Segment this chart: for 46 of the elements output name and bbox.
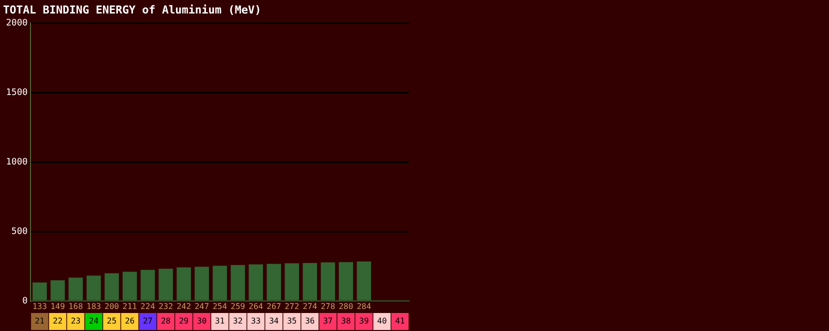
x-tick-label: 23	[70, 316, 81, 326]
data-label: 149	[50, 302, 66, 312]
data-label: 211	[122, 302, 138, 312]
data-label: 254	[212, 302, 228, 312]
data-label: 284	[356, 302, 372, 312]
x-tick-label: 25	[106, 316, 117, 326]
chart-title: TOTAL BINDING ENERGY of Aluminium (MeV)	[3, 3, 262, 16]
x-tick-label: 31	[215, 316, 225, 326]
data-label: 274	[302, 302, 318, 312]
x-tick-label: 38	[341, 316, 351, 326]
x-tick-label: 28	[160, 316, 171, 326]
data-label: 200	[104, 302, 120, 312]
data-label: 259	[230, 302, 246, 312]
x-tick-label: 22	[52, 316, 63, 326]
data-label: 267	[266, 302, 282, 312]
data-label: 272	[284, 302, 300, 312]
data-label: 224	[140, 302, 156, 312]
x-tick-label: 21	[34, 316, 45, 326]
x-tick-label: 33	[251, 316, 261, 326]
data-label: 242	[176, 302, 192, 312]
data-label: 278	[320, 302, 336, 312]
data-label: 168	[68, 302, 84, 312]
x-tick-label: 40	[377, 316, 387, 326]
x-tick-label: 36	[305, 316, 315, 326]
data-label: 232	[158, 302, 174, 312]
y-tick-label: 2000	[6, 18, 28, 29]
data-label: 280	[338, 302, 354, 312]
x-tick-label: 27	[142, 316, 153, 326]
x-tick-label: 26	[124, 316, 135, 326]
x-tick-label: 35	[287, 316, 297, 326]
x-tick-label: 32	[233, 316, 243, 326]
data-label: 247	[194, 302, 210, 312]
data-label: 264	[248, 302, 264, 312]
data-label: 183	[86, 302, 102, 312]
x-tick-label: 37	[323, 316, 333, 326]
y-tick-label: 1500	[6, 88, 28, 98]
y-tick-label: 1000	[6, 157, 28, 168]
x-tick-label: 24	[88, 316, 99, 326]
x-tick-label: 41	[395, 316, 405, 326]
y-tick-label: 0	[22, 296, 28, 306]
data-label: 133	[32, 302, 48, 312]
x-tick-label: 34	[269, 316, 279, 326]
x-tick-label: 39	[359, 316, 369, 326]
x-tick-label: 29	[178, 316, 189, 326]
y-tick-label: 500	[11, 226, 28, 237]
x-tick-label: 30	[197, 316, 207, 326]
